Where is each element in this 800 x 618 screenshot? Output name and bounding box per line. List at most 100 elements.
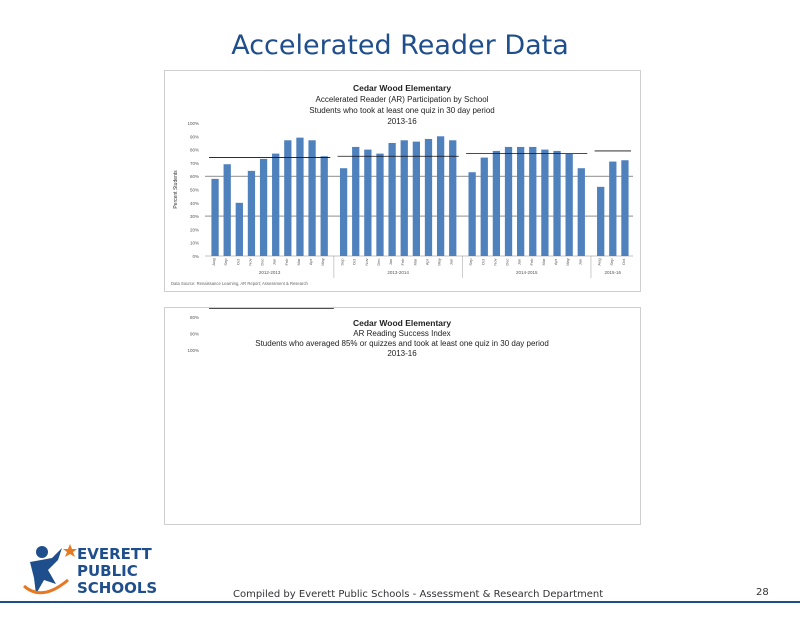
group-label: 2013-2014 — [387, 270, 409, 275]
y-axis-label: Percent Students — [173, 170, 179, 209]
x-tick-label: Nov — [492, 258, 497, 265]
chart-bar — [492, 150, 501, 256]
x-tick-label: Mar — [412, 258, 417, 266]
chart-bar — [247, 170, 256, 256]
chart-bar — [308, 140, 316, 256]
chart-bar — [621, 160, 629, 256]
x-tick-label: Feb — [284, 258, 289, 266]
chart-bar — [424, 138, 433, 256]
x-tick-label: Aug — [211, 258, 216, 265]
chart-title-line: Accelerated Reader (AR) Participation by… — [316, 95, 489, 104]
x-tick-label: Sep — [468, 258, 473, 266]
slide-title: Accelerated Reader Data — [231, 30, 569, 61]
chart-bar — [577, 168, 585, 256]
x-tick-label: Apr — [308, 258, 313, 265]
chart-bar — [609, 161, 617, 256]
chart-title-line: 2013-16 — [387, 349, 417, 358]
footer-credit: Compiled by Everett Public Schools - Ass… — [233, 589, 604, 600]
x-tick-label: Jan — [388, 259, 393, 265]
chart-bar — [296, 137, 304, 256]
chart-title-line: AR Reading Success Index — [353, 329, 450, 338]
chart-bar — [235, 202, 243, 256]
y-tick-label: 90% — [190, 331, 199, 336]
chart-title-line: Cedar Wood Elementary — [353, 318, 451, 328]
y-tick-label: 70% — [190, 161, 199, 166]
x-tick-label: Dec — [260, 258, 265, 265]
x-tick-label: Jun — [449, 259, 454, 265]
y-tick-label: 80% — [190, 148, 199, 153]
y-tick-label: 60% — [190, 174, 199, 179]
x-tick-label: Apr — [553, 258, 558, 265]
y-tick-label: 80% — [190, 315, 199, 320]
chart-bar — [541, 149, 549, 256]
chart-bar — [352, 146, 360, 256]
chart-bar — [468, 172, 476, 256]
group-label: 2012-2013 — [259, 270, 281, 275]
chart-footnote: Data Source: Renaissance Learning, AR Re… — [171, 281, 309, 286]
y-tick-label: 0% — [192, 254, 199, 259]
x-tick-label: Apr — [424, 258, 429, 265]
x-tick-label: May — [320, 258, 325, 266]
chart-bar — [223, 164, 231, 256]
chart-bar — [517, 146, 525, 256]
chart-bar — [553, 150, 561, 256]
ar-success-index-chart: Cedar Wood Elementary AR Reading Success … — [164, 307, 641, 525]
footer-divider — [0, 601, 800, 603]
group-label: 2015-16 — [605, 270, 622, 275]
logo-figure-icon — [23, 544, 77, 595]
logo-text-line2: PUBLIC — [77, 562, 138, 580]
chart-bar — [412, 141, 420, 256]
chart-title-line: Students who averaged 85% or quizzes and… — [255, 339, 549, 348]
x-tick-label: Feb — [400, 258, 405, 266]
chart-bar — [339, 168, 348, 256]
x-tick-label: Oct — [352, 258, 357, 265]
x-tick-label: Dec — [376, 258, 381, 265]
ar-participation-chart: Cedar Wood Elementary Accelerated Reader … — [164, 70, 641, 292]
chart-bar — [504, 146, 513, 256]
chart-bar — [480, 157, 488, 256]
chart-bar — [449, 140, 457, 256]
chart-bar — [364, 149, 372, 256]
y-tick-label: 40% — [190, 201, 199, 206]
chart-bar — [565, 153, 573, 256]
y-tick-label: 30% — [190, 214, 199, 219]
x-tick-label: Sep — [340, 258, 345, 266]
everett-public-schools-logo: EVERETT PUBLIC SCHOOLS — [22, 540, 172, 602]
x-tick-label: Jan — [517, 259, 522, 265]
x-tick-label: Oct — [480, 258, 485, 265]
page-number: 28 — [756, 587, 769, 598]
x-tick-label: Sep — [609, 258, 614, 266]
group-label: 2014-2015 — [516, 270, 538, 275]
y-tick-label: 90% — [190, 134, 199, 139]
x-tick-label: Dec — [505, 258, 510, 265]
chart-bar — [388, 142, 396, 256]
chart-bar — [284, 140, 292, 256]
x-tick-label: Aug — [597, 258, 602, 265]
chart-bar — [529, 146, 537, 256]
chart-bar — [211, 178, 219, 256]
x-tick-label: Feb — [529, 258, 534, 266]
x-tick-label: Nov — [247, 258, 252, 265]
chart-bar — [400, 140, 408, 256]
y-tick-label: 50% — [190, 188, 199, 193]
chart-bar — [320, 156, 328, 256]
chart-bar — [272, 153, 280, 256]
y-tick-label: 100% — [187, 348, 199, 353]
ar-participation-chart-svg: Cedar Wood Elementary Accelerated Reader … — [171, 83, 633, 286]
x-tick-label: Oct — [621, 258, 626, 265]
chart-title-line: Cedar Wood Elementary — [353, 83, 451, 93]
y-tick-label: 10% — [190, 241, 199, 246]
x-tick-label: Jun — [577, 259, 582, 265]
logo-text-line1: EVERETT — [77, 545, 152, 563]
x-tick-label: Mar — [541, 258, 546, 266]
logo-text-line3: SCHOOLS — [77, 579, 158, 597]
x-tick-label: May — [437, 258, 442, 266]
y-tick-label: 100% — [187, 121, 199, 126]
chart-title-line: 2013-16 — [387, 117, 417, 126]
x-tick-label: Jan — [272, 259, 277, 265]
x-tick-label: Nov — [364, 258, 369, 265]
chart-bar — [597, 186, 605, 256]
x-tick-label: Mar — [296, 258, 301, 266]
y-tick-label: 20% — [190, 227, 199, 232]
